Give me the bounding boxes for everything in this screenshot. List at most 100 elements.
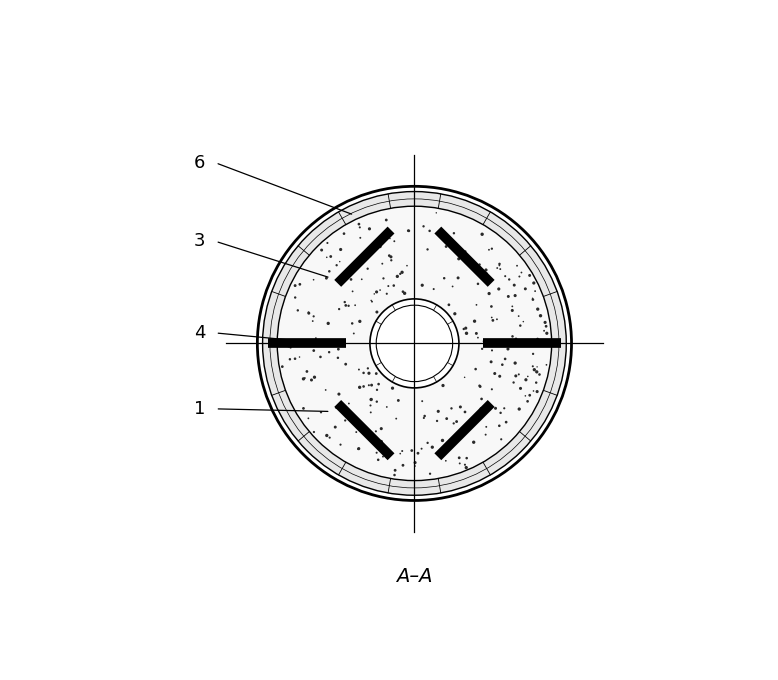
- Point: [460, 323, 472, 334]
- Point: [412, 448, 424, 459]
- Point: [454, 401, 467, 412]
- Point: [452, 273, 464, 284]
- Point: [521, 396, 534, 407]
- Point: [533, 369, 545, 380]
- Point: [468, 316, 481, 326]
- Point: [307, 274, 320, 285]
- Point: [470, 259, 482, 270]
- Point: [357, 367, 370, 378]
- Point: [496, 359, 509, 370]
- Point: [346, 286, 359, 296]
- Point: [375, 423, 387, 434]
- Point: [445, 403, 457, 414]
- Point: [352, 443, 364, 454]
- Point: [470, 328, 482, 339]
- Point: [454, 458, 466, 469]
- Point: [352, 364, 365, 375]
- Point: [385, 252, 398, 262]
- Point: [530, 377, 542, 388]
- Point: [493, 258, 506, 269]
- Point: [285, 342, 297, 353]
- Point: [500, 417, 513, 428]
- Point: [397, 286, 409, 297]
- Point: [485, 345, 498, 356]
- Point: [436, 380, 449, 391]
- Point: [485, 301, 498, 312]
- Point: [397, 460, 409, 471]
- Point: [531, 362, 543, 373]
- Point: [511, 260, 524, 271]
- Point: [391, 271, 404, 282]
- Text: 4: 4: [194, 324, 205, 342]
- Point: [470, 299, 482, 310]
- Point: [492, 284, 505, 294]
- Point: [459, 459, 471, 470]
- Point: [366, 296, 378, 307]
- Point: [431, 415, 443, 426]
- Point: [371, 384, 384, 395]
- Point: [380, 401, 393, 412]
- Point: [461, 328, 473, 339]
- Point: [387, 383, 399, 394]
- Point: [405, 445, 418, 456]
- Point: [459, 246, 471, 257]
- Point: [308, 372, 321, 383]
- Point: [423, 226, 436, 237]
- Point: [321, 430, 333, 441]
- Point: [375, 436, 387, 447]
- Point: [331, 352, 344, 363]
- Point: [513, 404, 525, 415]
- Point: [289, 354, 301, 364]
- Point: [363, 368, 375, 379]
- Point: [342, 398, 355, 409]
- Point: [419, 411, 431, 422]
- Point: [485, 384, 498, 394]
- Point: [513, 369, 525, 380]
- Point: [529, 286, 541, 296]
- Point: [354, 316, 366, 327]
- Point: [315, 407, 328, 418]
- Point: [276, 361, 289, 372]
- Point: [517, 316, 530, 327]
- Point: [366, 379, 378, 390]
- Point: [354, 233, 366, 243]
- Point: [302, 413, 314, 424]
- Point: [506, 331, 519, 342]
- Point: [416, 396, 429, 407]
- Point: [531, 367, 543, 377]
- Point: [485, 356, 497, 367]
- Point: [373, 379, 385, 390]
- Point: [289, 292, 301, 303]
- Point: [524, 270, 536, 281]
- Point: [498, 403, 510, 413]
- Point: [451, 434, 464, 445]
- Point: [370, 368, 383, 379]
- Point: [333, 304, 345, 315]
- Point: [510, 333, 522, 344]
- Point: [372, 454, 384, 465]
- Point: [432, 406, 444, 417]
- Point: [515, 267, 527, 278]
- Point: [424, 469, 436, 479]
- Point: [409, 457, 422, 468]
- Point: [389, 465, 401, 476]
- Point: [422, 437, 434, 448]
- Point: [513, 271, 526, 282]
- Point: [339, 359, 352, 370]
- Point: [519, 390, 531, 401]
- Point: [307, 316, 319, 326]
- Point: [353, 222, 366, 233]
- Point: [396, 445, 408, 456]
- Point: [390, 413, 402, 424]
- Point: [384, 233, 396, 244]
- Point: [447, 228, 460, 239]
- Point: [521, 371, 534, 382]
- Point: [442, 445, 454, 456]
- Point: [330, 402, 342, 413]
- Point: [292, 305, 304, 316]
- Point: [519, 284, 531, 294]
- Point: [349, 300, 361, 311]
- Point: [468, 437, 480, 447]
- Point: [449, 308, 461, 319]
- Point: [370, 286, 383, 297]
